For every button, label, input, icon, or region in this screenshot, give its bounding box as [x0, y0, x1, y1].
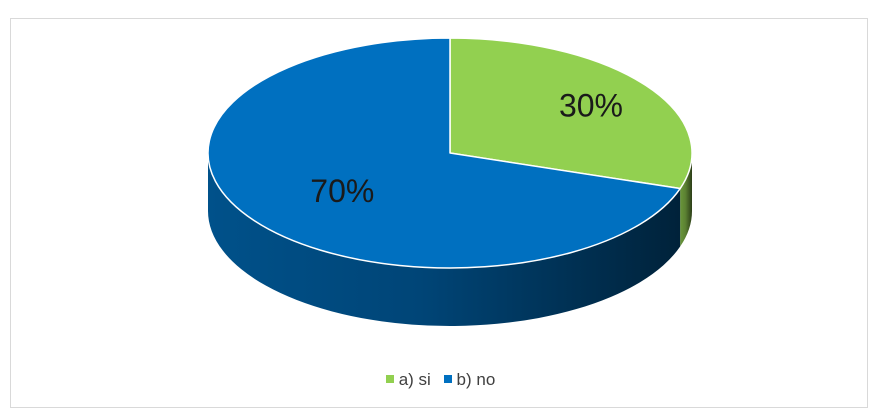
- pie-slice-0: [449, 37, 693, 190]
- legend-item-si: a) si: [385, 370, 431, 390]
- data-label-0: 30%: [559, 87, 623, 123]
- legend-swatch-no: [443, 375, 452, 383]
- data-label-1: 70%: [310, 173, 374, 209]
- legend-label-no: b) no: [456, 370, 496, 389]
- pie-side-1: [208, 153, 681, 326]
- legend: a) si b) no: [0, 370, 881, 390]
- pie-side-0: [680, 153, 692, 247]
- legend-label-si: a) si: [398, 370, 431, 389]
- pie-slice-1: [207, 37, 681, 269]
- legend-item-no: b) no: [443, 370, 496, 390]
- legend-swatch-si: [385, 375, 394, 383]
